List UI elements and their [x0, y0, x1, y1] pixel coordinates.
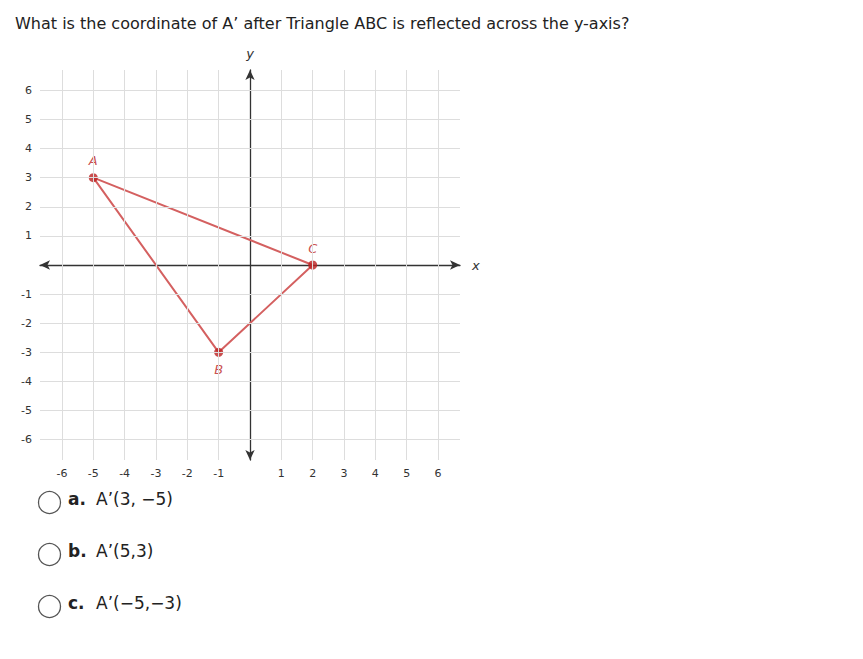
svg-text:-4: -4 — [119, 467, 130, 480]
svg-text:c.: c. — [68, 593, 85, 613]
svg-text:a.: a. — [68, 489, 86, 509]
svg-text:A’(−5,−3): A’(−5,−3) — [96, 593, 182, 613]
svg-text:3: 3 — [25, 171, 32, 184]
svg-text:4: 4 — [25, 142, 32, 155]
svg-text:-2: -2 — [182, 467, 193, 480]
svg-text:-1: -1 — [213, 467, 224, 480]
svg-text:x: x — [471, 258, 480, 273]
svg-text:C: C — [308, 241, 318, 256]
svg-text:A’(3, −5): A’(3, −5) — [96, 489, 173, 509]
svg-text:-3: -3 — [21, 346, 32, 359]
svg-text:6: 6 — [435, 467, 442, 480]
svg-text:1: 1 — [25, 229, 32, 242]
svg-text:2: 2 — [309, 467, 316, 480]
svg-text:-4: -4 — [21, 375, 32, 388]
svg-text:5: 5 — [403, 467, 410, 480]
svg-text:-2: -2 — [21, 317, 32, 330]
svg-text:-5: -5 — [88, 467, 99, 480]
svg-text:B: B — [214, 361, 224, 377]
svg-text:A’(5,3): A’(5,3) — [96, 541, 153, 561]
svg-text:-6: -6 — [21, 433, 32, 446]
svg-text:-5: -5 — [21, 404, 32, 417]
svg-text:6: 6 — [25, 84, 32, 97]
svg-text:b.: b. — [68, 541, 87, 561]
svg-text:3: 3 — [341, 467, 348, 480]
svg-text:1: 1 — [278, 467, 285, 480]
svg-text:-6: -6 — [56, 467, 67, 480]
svg-text:y: y — [245, 46, 254, 61]
svg-text:-3: -3 — [150, 467, 161, 480]
svg-text:4: 4 — [372, 467, 379, 480]
svg-text:-1: -1 — [21, 288, 32, 301]
svg-text:A: A — [88, 153, 98, 168]
svg-text:What is the coordinate of A’ a: What is the coordinate of A’ after Trian… — [15, 14, 629, 33]
svg-text:2: 2 — [25, 200, 32, 213]
svg-text:5: 5 — [25, 113, 32, 126]
